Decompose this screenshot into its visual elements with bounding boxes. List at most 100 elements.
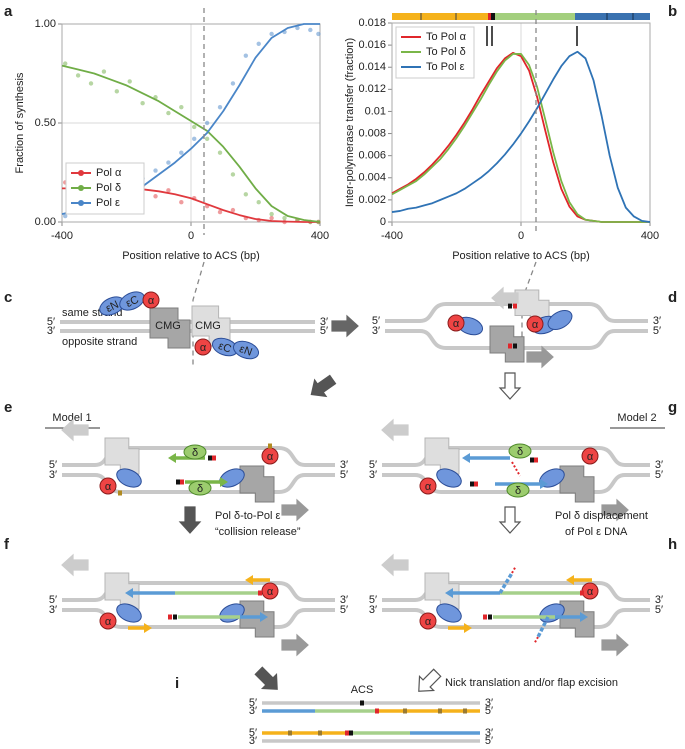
- scatter-point: [153, 194, 158, 199]
- strand-label: opposite strand: [62, 336, 137, 348]
- strand-end: 5′: [320, 325, 328, 337]
- pol-alpha-label: α: [267, 451, 274, 463]
- acs-line: [192, 8, 205, 365]
- x-axis-label: Position relative to ACS (bp): [452, 250, 590, 262]
- legend-label: To Pol δ: [426, 46, 466, 58]
- direction-arrow: [601, 498, 629, 522]
- strand-end: 5′: [485, 735, 493, 747]
- y-axis-label: Fraction of synthesis: [14, 72, 26, 173]
- region-bar: [488, 13, 491, 20]
- scatter-point: [204, 120, 210, 126]
- strand-end: 5′: [485, 705, 493, 717]
- model-label: Model 1: [52, 412, 91, 424]
- region-bar: [491, 13, 495, 20]
- pol-alpha: [581, 447, 599, 465]
- y-tick-label: 0.006: [358, 150, 386, 162]
- scatter-point: [166, 160, 171, 165]
- x-tick-label: -400: [381, 230, 403, 242]
- strand-end: 5′: [249, 697, 257, 709]
- strand-mark: [483, 614, 487, 620]
- direction-arrow: [498, 506, 522, 534]
- pol-delta: [183, 444, 207, 460]
- scatter-point: [282, 215, 287, 221]
- scatter-point: [127, 79, 132, 84]
- y-tick-label: 0.002: [358, 194, 386, 206]
- strand-mark: [318, 730, 322, 736]
- y-tick-label: 0.01: [365, 105, 386, 117]
- pol-alpha-label: α: [532, 319, 539, 331]
- x-tick-label: -400: [51, 230, 73, 242]
- scatter-point: [63, 213, 68, 219]
- nascent-arrowhead: [566, 575, 574, 585]
- scatter-point: [63, 61, 68, 66]
- strand-end: 5′: [340, 604, 348, 616]
- displaced-flap: [511, 461, 521, 477]
- scatter-point: [204, 136, 210, 142]
- pol-alpha: [419, 612, 437, 630]
- panel-label: e: [4, 399, 12, 416]
- pol-alpha-label: α: [587, 586, 594, 598]
- flap: [533, 636, 539, 645]
- cmg: [149, 307, 191, 349]
- step-label: of Pol ε DNA: [565, 526, 628, 538]
- step-label: Pol δ-to-Pol ε: [215, 510, 281, 522]
- legend-marker: [78, 200, 84, 206]
- pol-alpha: [447, 314, 465, 332]
- strand-mark: [258, 590, 262, 596]
- y-tick-label: 0.014: [358, 61, 386, 73]
- strand: [382, 608, 650, 629]
- legend-label: Pol α: [96, 167, 122, 179]
- direction-arrow: [601, 633, 629, 657]
- nascent-arrowhead: [144, 623, 152, 633]
- strand: [62, 581, 335, 602]
- strand-mark: [118, 490, 122, 496]
- strand-end: 3′: [49, 604, 57, 616]
- scatter-point: [256, 200, 261, 205]
- scatter-point: [192, 124, 197, 130]
- pol-alpha-label: α: [453, 318, 460, 330]
- scatter-point: [230, 81, 236, 86]
- cmg: [104, 572, 140, 610]
- strand-mark: [580, 590, 584, 596]
- panel-label: h: [668, 536, 677, 553]
- strand-mark: [288, 730, 292, 736]
- x-tick-label: 0: [518, 230, 524, 242]
- scatter-point: [243, 192, 249, 197]
- scatter-point: [166, 110, 171, 116]
- scatter-point: [192, 136, 197, 142]
- direction-arrow: [381, 418, 409, 442]
- strand-mark: [345, 730, 349, 736]
- step-label: “collision release”: [215, 526, 301, 538]
- pol-epsilon: [119, 291, 145, 311]
- y-tick-label: 0.016: [358, 39, 386, 51]
- strand-mark: [180, 479, 184, 485]
- direction-arrow: [281, 633, 309, 657]
- panel-label: a: [4, 3, 13, 20]
- scatter-point: [269, 215, 274, 221]
- pol-epsilon: [232, 340, 260, 360]
- panel-label: i: [175, 675, 179, 692]
- strand-mark: [474, 481, 478, 487]
- flap: [536, 616, 550, 638]
- panel-label: b: [668, 3, 677, 20]
- nascent-arrowhead: [168, 453, 176, 463]
- pol-alpha: [99, 477, 117, 495]
- cmg: [239, 600, 275, 638]
- cmg: [489, 325, 525, 363]
- scatter-point: [316, 31, 321, 37]
- flap: [498, 572, 514, 594]
- pol-alpha: [142, 291, 160, 309]
- strand-end: 5′: [369, 594, 377, 606]
- strand-end: 3′: [655, 459, 663, 471]
- direction-arrow: [61, 553, 89, 577]
- pol-delta: [188, 480, 212, 496]
- panel-label: d: [668, 289, 677, 306]
- y-tick-label: 0.018: [358, 17, 386, 29]
- nascent-arrowhead: [462, 453, 470, 463]
- legend-label: Pol δ: [96, 182, 121, 194]
- strand-end: 3′: [655, 594, 663, 606]
- strand-mark: [360, 700, 364, 706]
- region-bar: [632, 13, 634, 20]
- strand-end: 3′: [47, 325, 55, 337]
- cmg: [104, 437, 140, 475]
